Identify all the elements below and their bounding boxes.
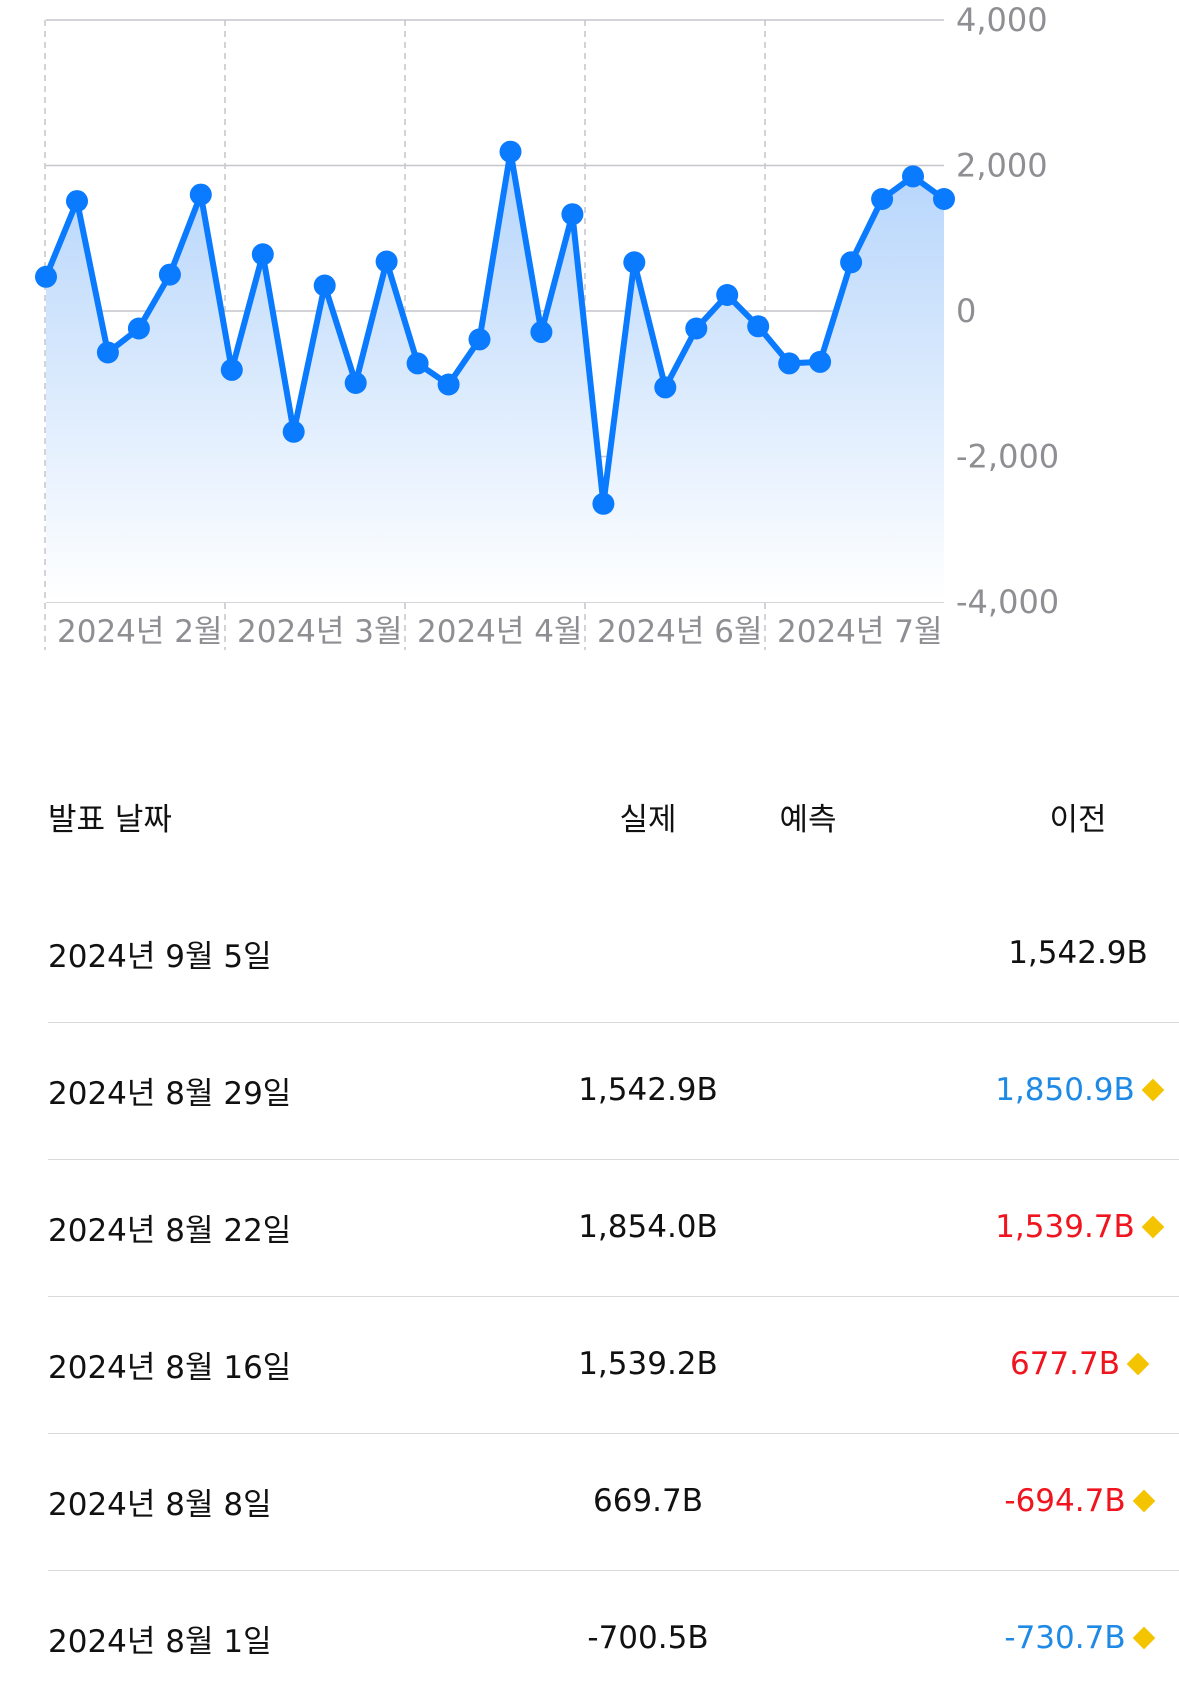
table-row[interactable]: 2024년 8월 29일 1,542.9B 1,850.9B bbox=[48, 1021, 1179, 1160]
header-actual: 실제 bbox=[619, 801, 677, 838]
series-area bbox=[46, 151, 944, 602]
previous-cell: 1,850.9B bbox=[928, 1021, 1179, 1159]
x-tick-label: 2024년 6월 bbox=[597, 614, 763, 650]
actual-value: 1,854.0B bbox=[578, 1209, 718, 1245]
data-point[interactable] bbox=[871, 188, 894, 210]
data-point[interactable] bbox=[778, 352, 801, 375]
table-row[interactable]: 2024년 8월 22일 1,854.0B 1,539.7B bbox=[48, 1158, 1179, 1297]
previous-value: 677.7B bbox=[1009, 1346, 1120, 1382]
release-date: 2024년 8월 16일 bbox=[48, 1349, 292, 1386]
table-row[interactable]: 2024년 8월 16일 1,539.2B 677.7B bbox=[48, 1295, 1179, 1434]
release-date: 2024년 8월 8일 bbox=[48, 1486, 272, 1523]
data-point[interactable] bbox=[809, 350, 832, 373]
table-row[interactable]: 2024년 8월 1일 -700.5B -730.7B bbox=[48, 1569, 1179, 1707]
x-tick-label: 2024년 7월 bbox=[777, 614, 943, 650]
data-point[interactable] bbox=[282, 420, 305, 443]
previous-cell: 1,539.7B bbox=[928, 1158, 1179, 1296]
table-row[interactable]: 2024년 9월 5일 1,542.9B bbox=[48, 884, 1179, 1023]
y-tick-label: -2,000 bbox=[956, 438, 1059, 476]
data-point[interactable] bbox=[220, 358, 243, 381]
x-tick-label: 2024년 4월 bbox=[417, 614, 583, 650]
previous-cell: 677.7B bbox=[928, 1295, 1179, 1433]
data-point[interactable] bbox=[592, 492, 615, 515]
data-point[interactable] bbox=[933, 188, 955, 210]
data-point[interactable] bbox=[561, 203, 584, 226]
header-date: 발표 날짜 bbox=[48, 801, 172, 838]
data-point[interactable] bbox=[313, 274, 336, 297]
data-point[interactable] bbox=[158, 263, 181, 286]
data-point[interactable] bbox=[499, 140, 522, 163]
previous-cell: -694.7B bbox=[928, 1432, 1179, 1570]
y-axis: 4,000 2,000 0 -2,000 -4,000 bbox=[956, 1, 1059, 621]
x-tick-label: 2024년 2월 bbox=[57, 614, 223, 650]
header-previous: 이전 bbox=[1049, 801, 1107, 838]
previous-value: 1,850.9B bbox=[995, 1072, 1135, 1108]
release-date: 2024년 9월 5일 bbox=[48, 938, 272, 975]
data-point[interactable] bbox=[623, 251, 646, 274]
data-point[interactable] bbox=[96, 341, 119, 364]
data-points bbox=[35, 140, 955, 515]
data-point[interactable] bbox=[35, 265, 57, 288]
data-point[interactable] bbox=[685, 317, 708, 340]
x-tick-label: 2024년 3월 bbox=[237, 614, 403, 650]
yellow-diamond-icon bbox=[1126, 1352, 1150, 1376]
release-date: 2024년 8월 22일 bbox=[48, 1212, 292, 1249]
data-point[interactable] bbox=[406, 352, 429, 375]
yellow-diamond-icon bbox=[1141, 1078, 1165, 1102]
previous-value: -730.7B bbox=[1004, 1620, 1126, 1656]
release-date: 2024년 8월 29일 bbox=[48, 1075, 292, 1112]
actual-value: 669.7B bbox=[592, 1483, 703, 1519]
data-point[interactable] bbox=[654, 376, 677, 399]
previous-cell: 1,542.9B bbox=[928, 884, 1179, 1022]
data-point[interactable] bbox=[127, 317, 150, 340]
table-row[interactable]: 2024년 8월 8일 669.7B -694.7B bbox=[48, 1432, 1179, 1571]
previous-value: 1,542.9B bbox=[1008, 935, 1148, 971]
actual-value: 1,542.9B bbox=[578, 1072, 718, 1108]
previous-value: 1,539.7B bbox=[995, 1209, 1135, 1245]
data-point[interactable] bbox=[530, 321, 553, 344]
release-date: 2024년 8월 1일 bbox=[48, 1623, 272, 1660]
data-point[interactable] bbox=[251, 243, 274, 266]
yellow-diamond-icon bbox=[1141, 1215, 1165, 1239]
data-point[interactable] bbox=[902, 165, 924, 188]
y-tick-label: 0 bbox=[956, 292, 976, 330]
y-tick-label: 4,000 bbox=[956, 1, 1048, 39]
actual-value: 1,539.2B bbox=[578, 1346, 718, 1382]
data-point[interactable] bbox=[344, 372, 367, 394]
previous-cell: -730.7B bbox=[928, 1569, 1179, 1707]
data-point[interactable] bbox=[66, 190, 88, 213]
y-tick-label: -4,000 bbox=[956, 583, 1059, 621]
actual-value bbox=[478, 884, 818, 1022]
x-axis: 2024년 2월 2024년 3월 2024년 4월 2024년 6월 2024년 7월 bbox=[57, 614, 943, 650]
data-point[interactable] bbox=[747, 315, 770, 338]
data-point[interactable] bbox=[716, 284, 739, 306]
data-point[interactable] bbox=[468, 328, 491, 351]
actual-value: -700.5B bbox=[587, 1620, 709, 1656]
data-point[interactable] bbox=[840, 251, 863, 274]
header-forecast: 예측 bbox=[779, 801, 837, 838]
data-point[interactable] bbox=[375, 250, 398, 273]
yellow-diamond-icon bbox=[1132, 1489, 1155, 1513]
data-point[interactable] bbox=[437, 373, 460, 396]
chart: 4,000 2,000 0 -2,000 -4,000 2024년 2월 2024년 3월… bbox=[35, 1, 1059, 650]
y-tick-label: 2,000 bbox=[956, 147, 1048, 185]
yellow-diamond-icon bbox=[1132, 1626, 1155, 1650]
vertical-gridlines bbox=[44, 20, 766, 650]
data-point[interactable] bbox=[189, 183, 212, 206]
previous-value: -694.7B bbox=[1004, 1483, 1126, 1519]
